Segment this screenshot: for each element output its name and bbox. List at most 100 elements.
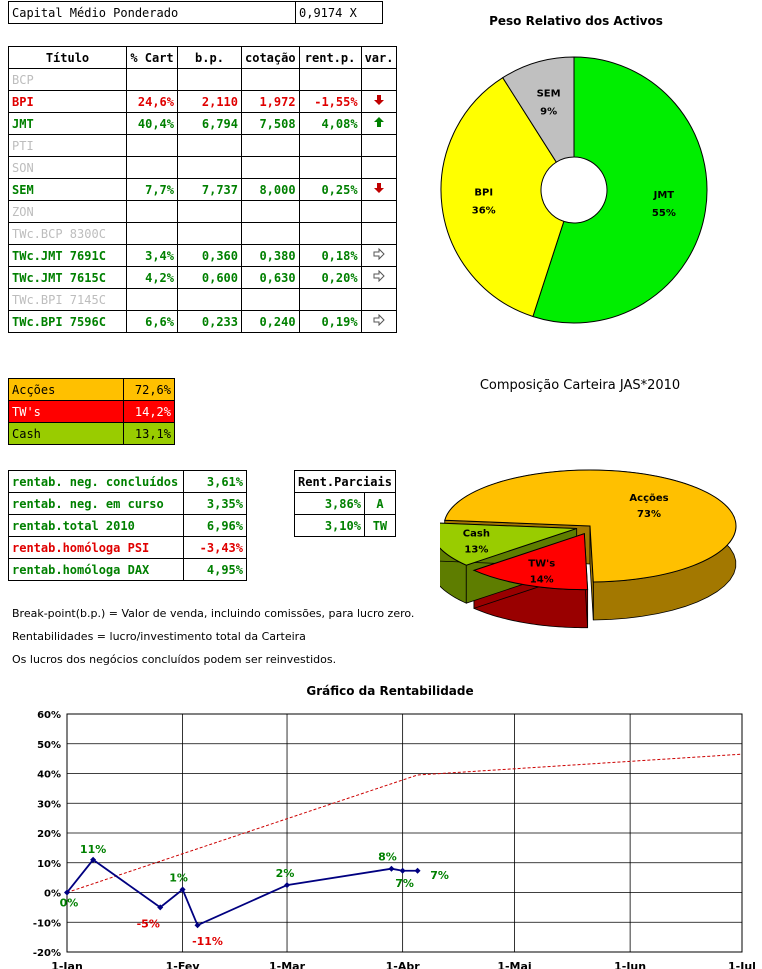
returns-label: rentab.homóloga PSI (8, 536, 184, 559)
portfolio-row: TWc.BCP 8300C (8, 222, 398, 245)
portfolio-rent: 0,25% (298, 178, 362, 201)
data-point-marker (284, 882, 291, 889)
var-empty (360, 288, 398, 311)
note-breakpoint: Break-point(b.p.) = Valor de venda, incl… (12, 607, 415, 620)
portfolio-rent (298, 222, 362, 245)
portfolio-cart: 6,6% (126, 310, 178, 333)
pie-slice-label: JMT (653, 190, 675, 201)
grid (66, 713, 743, 953)
composition-value: 72,6% (123, 378, 175, 401)
pie-slice-value: 55% (652, 208, 676, 219)
data-point-marker (388, 865, 395, 872)
data-point-label: 7% (395, 877, 414, 890)
right-arrow-icon (373, 247, 385, 261)
header-bp: b.p. (177, 46, 242, 69)
portfolio-name: TWc.BPI 7145C (8, 288, 127, 311)
data-point-marker (414, 867, 421, 874)
capital-label: Capital Médio Ponderado (8, 1, 296, 24)
up-arrow-icon (360, 112, 398, 135)
portfolio-cart: 40,4% (126, 112, 178, 135)
portfolio-cotacao: 0,240 (241, 310, 300, 333)
portfolio-cotacao (241, 288, 300, 311)
portfolio-row: BPI 24,6% 2,110 1,972 -1,55% (8, 90, 398, 113)
data-point-label: -11% (192, 935, 223, 948)
portfolio-rent: 0,20% (298, 266, 362, 289)
header-var: var. (360, 46, 398, 69)
portfolio-cart (126, 156, 178, 179)
data-point-marker (157, 904, 164, 911)
returns-label: rentab. neg. concluídos (8, 470, 184, 493)
composition-value: 13,1% (123, 422, 175, 445)
portfolio-cart (126, 134, 178, 157)
var-empty (360, 222, 398, 245)
y-tick-label: 20% (37, 829, 61, 840)
data-point-marker (64, 889, 70, 896)
returns-label: rentab. neg. em curso (8, 492, 184, 515)
pie-slice-sem (502, 56, 575, 163)
portfolio-bp (177, 68, 242, 91)
pie3d-slice-value: 13% (464, 545, 488, 556)
composition-table: Acções 72,6% TW's 14,2% Cash 13,1% (8, 378, 175, 445)
plot-area (66, 713, 743, 953)
portfolio-bp: 0,360 (177, 244, 242, 267)
x-tick-label: 1-Jun (614, 960, 646, 969)
returns-row: rentab. neg. em curso 3,35% (8, 492, 247, 515)
data-point-marker (90, 856, 97, 863)
var-empty (360, 156, 398, 179)
portfolio-bp (177, 134, 242, 157)
portfolio-header-row: Título % Cart b.p. cotação rent.p. var. (8, 46, 398, 69)
data-point-marker (399, 867, 406, 874)
partial-tag-tw: TW (363, 514, 396, 537)
data-point-label: 11% (80, 843, 106, 856)
header-rent: rent.p. (298, 46, 362, 69)
portfolio-bp (177, 288, 242, 311)
portfolio-bp: 2,110 (177, 90, 242, 113)
pie-weights-chart: JMT 55% BPI 36% SEM 9% (440, 56, 708, 324)
y-tick-label: -20% (33, 948, 61, 959)
portfolio-cart (126, 288, 178, 311)
data-point-label: 0% (60, 897, 79, 910)
composition-row: TW's 14,2% (8, 400, 175, 423)
pie3d-slice-tws (472, 532, 589, 591)
portfolio-cart (126, 222, 178, 245)
portfolio-row: PTI (8, 134, 398, 157)
portfolio-cotacao (241, 68, 300, 91)
returns-value: 3,35% (183, 492, 247, 515)
returns-label: rentab.homóloga DAX (8, 558, 184, 581)
portfolio-name: TWc.BPI 7596C (8, 310, 127, 333)
y-tick-label: 50% (37, 740, 61, 751)
portfolio-bp (177, 222, 242, 245)
pie-slice-label: BPI (474, 187, 493, 198)
portfolio-rent (298, 156, 362, 179)
returns-row: rentab.total 2010 6,96% (8, 514, 247, 537)
partial-tag-a: A (363, 492, 396, 515)
pie3d-slice-label: TW's (528, 559, 555, 570)
pie-composition-chart: Acções 73% TW's 14% Cash 13% (440, 469, 737, 629)
composition-label: Cash (8, 422, 124, 445)
portfolio-rent: -1,55% (298, 90, 362, 113)
pie-slice-bpi (440, 77, 565, 318)
portfolio-rent (298, 134, 362, 157)
portfolio-cotacao: 7,508 (241, 112, 300, 135)
right-arrow-icon (360, 266, 398, 289)
down-arrow-icon (374, 183, 385, 193)
portfolio-row: ZON (8, 200, 398, 223)
pie-slice-jmt (532, 56, 708, 324)
pie-slice-label: SEM (537, 89, 561, 100)
pie3d-slice-label: Cash (463, 529, 490, 540)
portfolio-bp: 6,794 (177, 112, 242, 135)
portfolio-rent (298, 288, 362, 311)
portfolio-cart (126, 200, 178, 223)
x-tick-label: 1-Jul (728, 960, 756, 969)
returns-table: rentab. neg. concluídos 3,61% rentab. neg.… (8, 470, 247, 581)
note-lucros: Os lucros dos negócios concluídos podem … (12, 653, 337, 666)
portfolio-name: SEM (8, 178, 127, 201)
right-arrow-icon (360, 244, 398, 267)
returns-value: 6,96% (183, 514, 247, 537)
header-cart: % Cart (126, 46, 178, 69)
portfolio-cotacao (241, 222, 300, 245)
benchmark-series-line (66, 753, 743, 893)
portfolio-row: TWc.BPI 7145C (8, 288, 398, 311)
x-tick-label: 1-Mar (269, 960, 306, 969)
partial-header: Rent.Parciais (294, 470, 396, 493)
